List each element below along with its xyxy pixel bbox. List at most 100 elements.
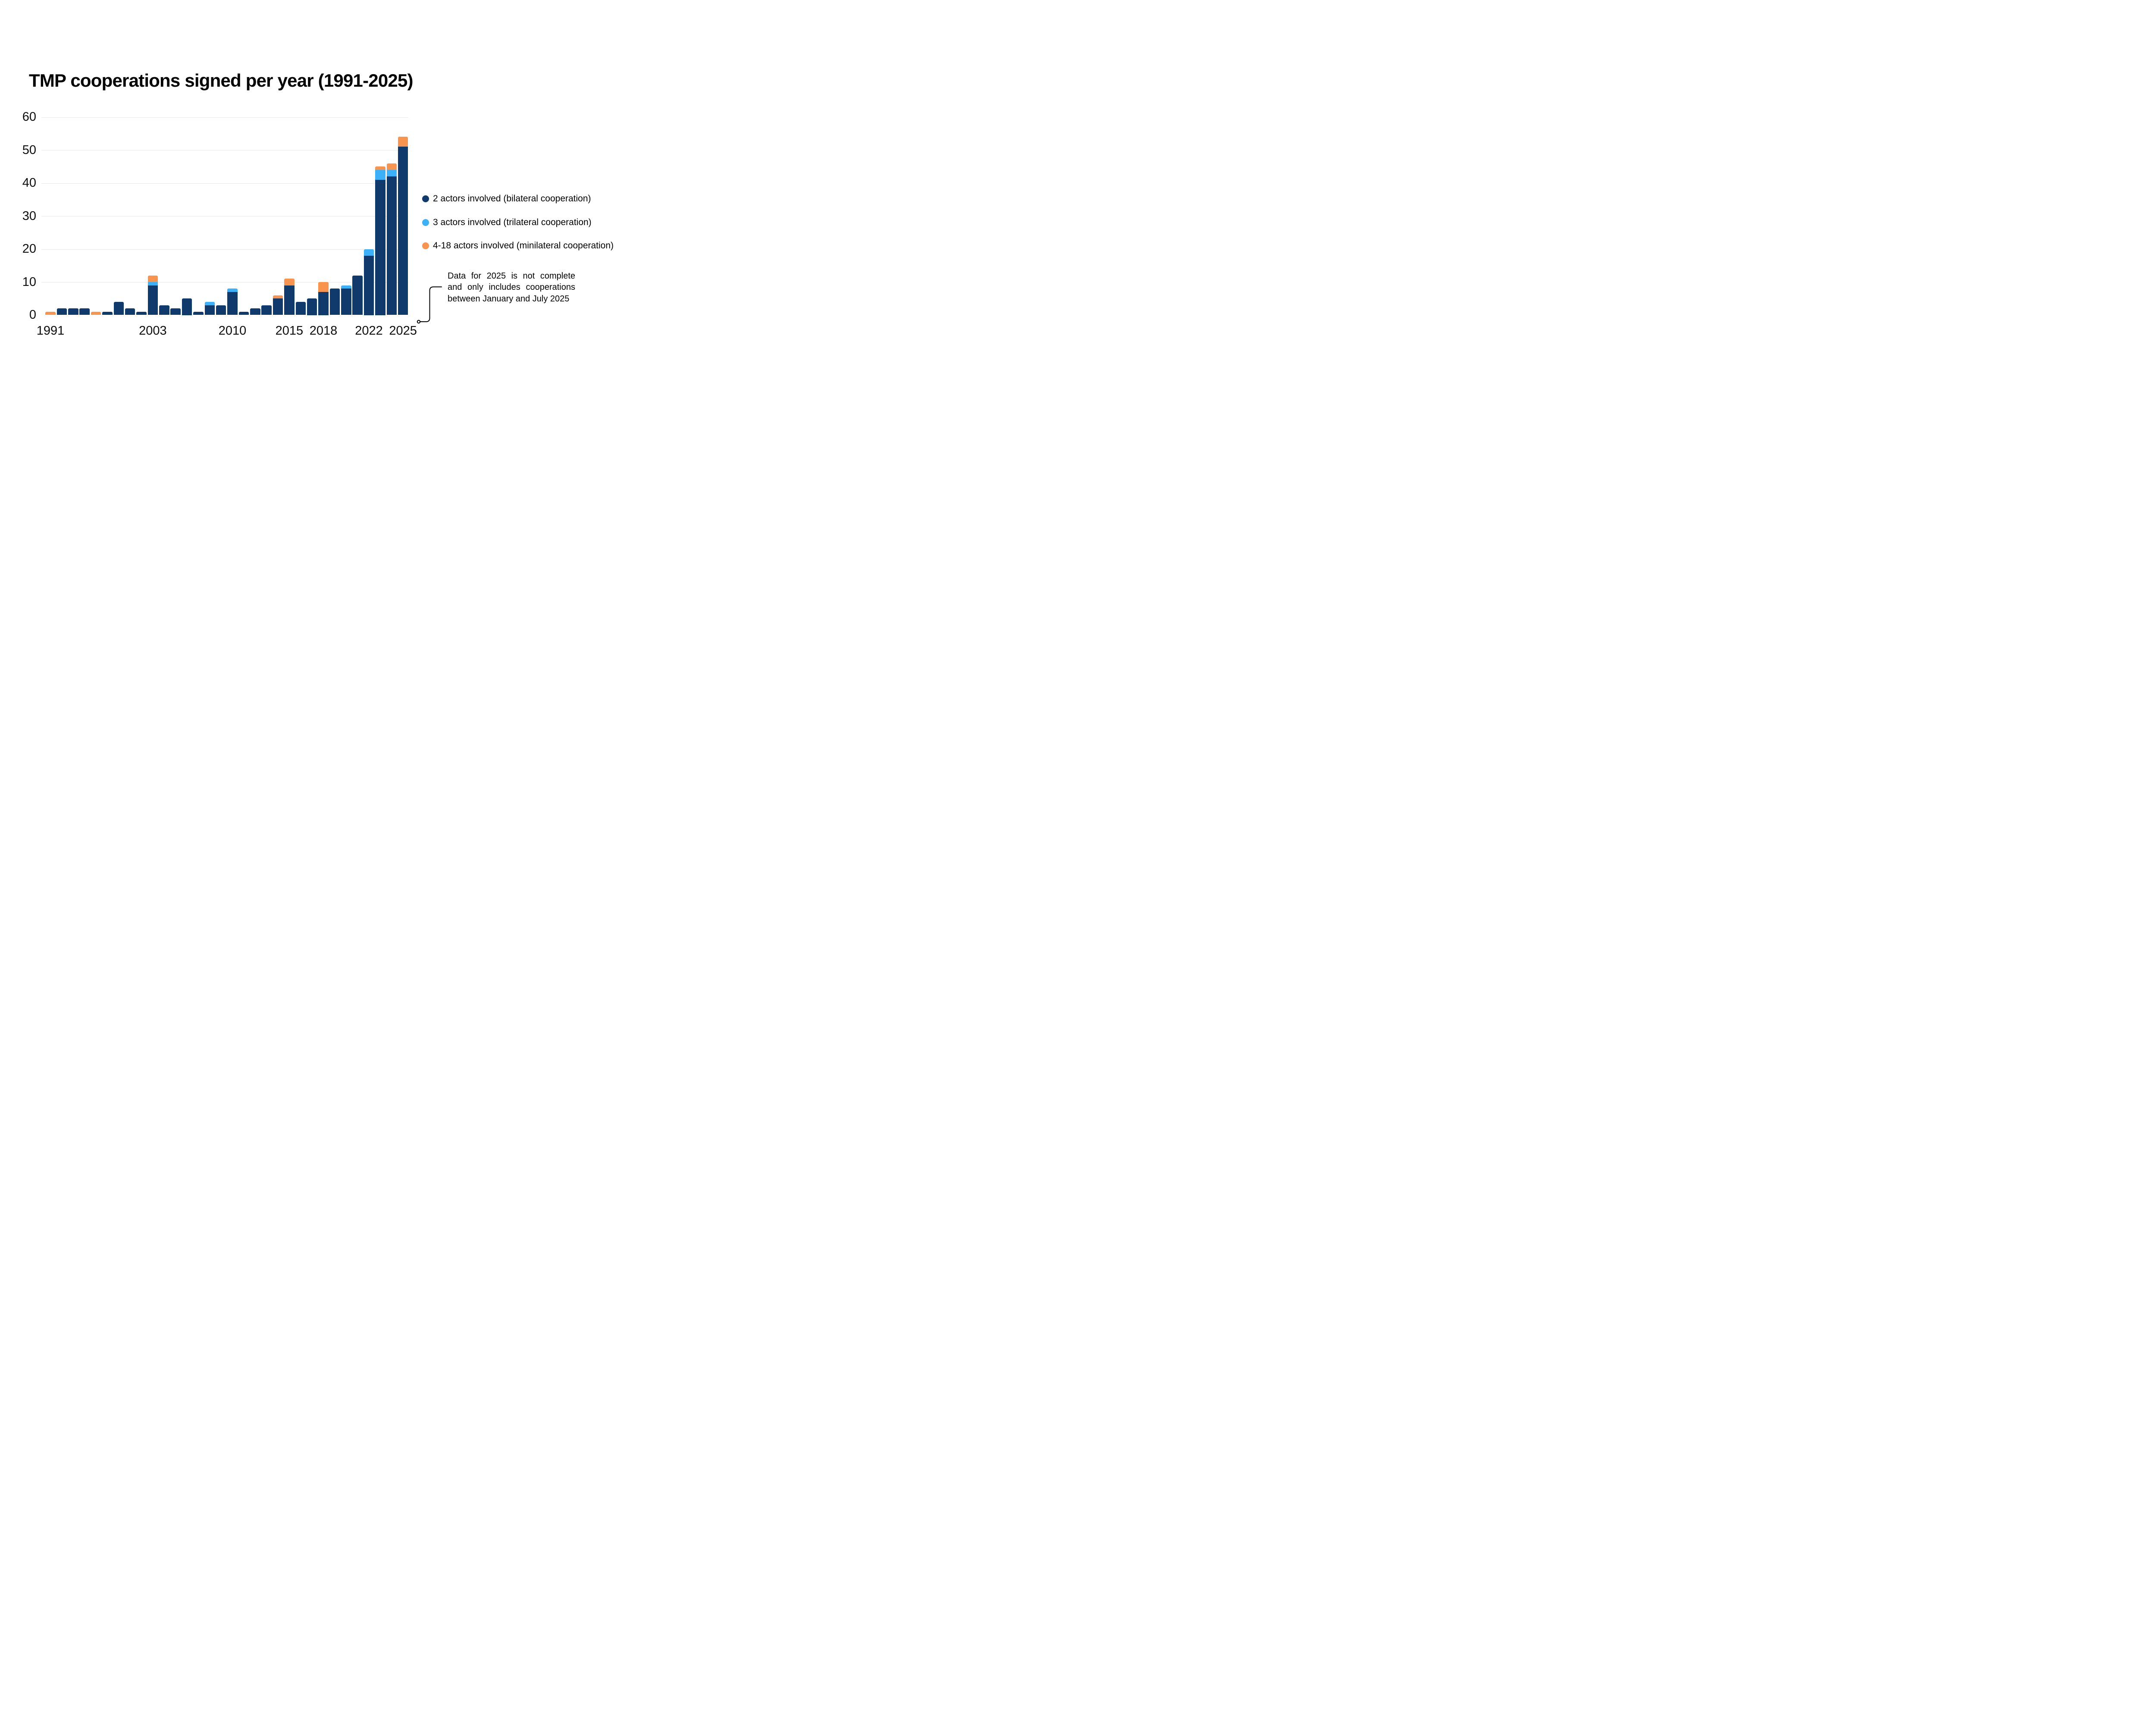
segment-trilateral-2023 [375, 169, 385, 180]
segment-bilateral-1999 [136, 311, 147, 315]
segment-bilateral-1994 [79, 308, 90, 315]
segment-minilateral-2014 [273, 295, 283, 299]
bar-2012 [250, 308, 260, 315]
y-axis-label-40: 40 [22, 176, 36, 190]
bar-2007 [193, 311, 204, 315]
chart-title: TMP cooperations signed per year (1991-2… [29, 70, 414, 91]
segment-bilateral-1996 [102, 311, 113, 315]
segment-bilateral-2003 [147, 285, 158, 315]
y-axis-label-10: 10 [22, 275, 36, 289]
chart-canvas: TMP cooperations signed per year (1991-2… [0, 0, 647, 431]
y-axis-label-0: 0 [29, 308, 36, 322]
segment-bilateral-2024 [386, 176, 397, 315]
segment-minilateral-1991 [45, 311, 56, 315]
segment-trilateral-2020 [341, 285, 351, 289]
segment-minilateral-2003 [147, 275, 158, 282]
bar-2015 [284, 279, 295, 315]
segment-bilateral-2019 [329, 289, 340, 315]
gridline-y-60 [41, 117, 408, 118]
annotation-connector [417, 286, 442, 324]
bar-2006 [182, 298, 192, 315]
segment-bilateral-2015 [284, 285, 295, 315]
bar-1999 [136, 311, 147, 315]
bar-2019 [329, 289, 340, 315]
annotation-line: and only includes cooperations [448, 282, 575, 292]
segment-bilateral-1998 [125, 308, 135, 315]
segment-bilateral-1993 [68, 308, 78, 315]
gridline-y-20 [41, 249, 408, 250]
gridline-y-40 [41, 183, 408, 184]
bar-2004 [159, 305, 169, 315]
annotation-2025-note: Data for 2025 is not complete and only i… [448, 270, 575, 304]
bar-2018 [318, 282, 329, 315]
bar-2011 [238, 311, 249, 315]
minilateral-dot-icon [422, 242, 429, 249]
segment-trilateral-2010 [227, 289, 238, 292]
segment-minilateral-2024 [386, 163, 397, 170]
legend-label-trilateral: 3 actors involved (trilateral cooperatio… [433, 217, 592, 227]
y-axis-label-50: 50 [22, 143, 36, 157]
segment-minilateral-2025 [398, 137, 408, 147]
bar-2005 [170, 308, 181, 315]
x-axis-label-2010: 2010 [218, 324, 247, 338]
bar-1992 [56, 308, 67, 315]
segment-bilateral-2009 [216, 305, 226, 315]
segment-bilateral-2014 [273, 298, 283, 315]
legend-item-minilateral: 4-18 actors involved (minilateral cooper… [422, 241, 614, 251]
annotation-line: between January and July 2025 [448, 294, 570, 304]
bar-2003 [147, 275, 158, 315]
bar-2016 [295, 301, 306, 315]
segment-bilateral-2018 [318, 292, 329, 315]
segment-bilateral-2025 [398, 147, 408, 315]
segment-bilateral-2005 [170, 308, 181, 315]
y-axis-label-60: 60 [22, 110, 36, 124]
x-axis-label-2022: 2022 [355, 324, 383, 338]
gridline-y-50 [41, 150, 408, 151]
x-axis-label-2018: 2018 [309, 324, 338, 338]
segment-minilateral-1995 [91, 311, 101, 315]
bar-2025 [398, 137, 408, 315]
legend-label-bilateral: 2 actors involved (bilateral cooperation… [433, 194, 591, 204]
segment-bilateral-1997 [113, 301, 124, 315]
x-axis-label-2025: 2025 [389, 324, 417, 338]
segment-bilateral-2011 [238, 311, 249, 315]
segment-bilateral-2017 [307, 298, 317, 315]
segment-minilateral-2023 [375, 166, 385, 170]
bar-2008 [204, 301, 215, 315]
segment-minilateral-2018 [318, 282, 329, 292]
x-axis-label-2003: 2003 [139, 324, 167, 338]
legend-item-trilateral: 3 actors involved (trilateral cooperatio… [422, 217, 592, 228]
segment-bilateral-2012 [250, 308, 260, 315]
bar-2022 [364, 249, 374, 315]
legend-label-minilateral: 4-18 actors involved (minilateral cooper… [433, 241, 614, 251]
segment-trilateral-2008 [204, 301, 215, 305]
y-axis-label-20: 20 [22, 242, 36, 256]
segment-bilateral-2022 [364, 255, 374, 315]
segment-bilateral-2010 [227, 292, 238, 315]
segment-bilateral-2006 [182, 298, 192, 315]
trilateral-dot-icon [422, 219, 429, 226]
x-axis-label-2015: 2015 [275, 324, 304, 338]
segment-bilateral-2023 [375, 179, 385, 315]
segment-bilateral-1992 [56, 308, 67, 315]
bar-2013 [261, 305, 272, 315]
x-axis-label-1991: 1991 [36, 324, 65, 338]
bar-1991 [45, 311, 56, 315]
segment-trilateral-2022 [364, 249, 374, 256]
bar-2014 [273, 295, 283, 315]
bar-1997 [113, 301, 124, 315]
bar-1995 [91, 311, 101, 315]
segment-bilateral-2021 [352, 275, 363, 315]
segment-bilateral-2007 [193, 311, 204, 315]
bar-1996 [102, 311, 113, 315]
bar-2020 [341, 285, 351, 315]
segment-bilateral-2008 [204, 305, 215, 315]
segment-bilateral-2013 [261, 305, 272, 315]
segment-trilateral-2003 [147, 282, 158, 285]
segment-minilateral-2015 [284, 279, 295, 285]
bar-1994 [79, 308, 90, 315]
bar-2024 [386, 163, 397, 315]
bar-2017 [307, 298, 317, 315]
annotation-line: Data for 2025 is not complete [448, 271, 575, 281]
bar-1993 [68, 308, 78, 315]
